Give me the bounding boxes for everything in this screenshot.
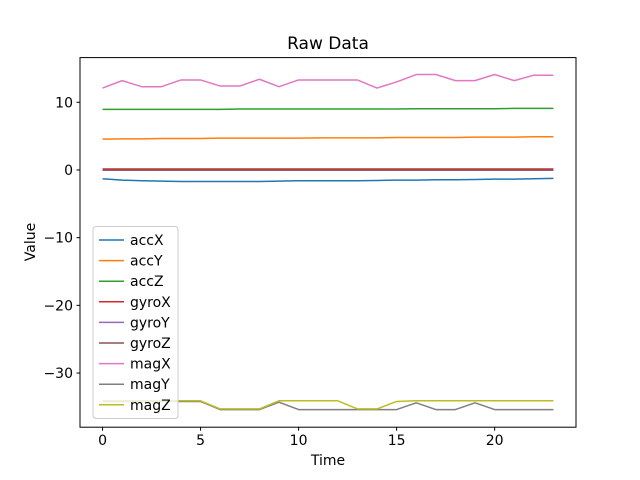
- x-tick-label: 15: [388, 433, 406, 449]
- series-line-accZ: [102, 107, 554, 111]
- legend-label-magZ: magZ: [130, 398, 171, 414]
- y-tick-label: −20: [43, 298, 73, 314]
- legend-label-magY: magY: [130, 377, 170, 393]
- x-tick-label: 0: [98, 433, 107, 449]
- y-axis-label: Value: [23, 222, 39, 262]
- x-tick-label: 5: [196, 433, 205, 449]
- legend-label-gyroZ: gyroZ: [130, 336, 171, 352]
- legend-label-gyroX: gyroX: [130, 295, 171, 311]
- y-tick-label: −10: [43, 231, 73, 247]
- legend-box: [92, 226, 179, 419]
- series-line-accX: [102, 177, 554, 183]
- y-tick-label: 10: [55, 95, 73, 111]
- legend-label-accY: accY: [130, 254, 163, 270]
- legend-label-accX: accX: [130, 233, 164, 249]
- legend-label-accZ: accZ: [130, 274, 164, 290]
- legend-label-gyroY: gyroY: [130, 315, 170, 331]
- legend: accX accY accZ gyroX gyroY gyroZ magX magY magZ: [92, 226, 179, 419]
- x-axis-label: Time: [310, 453, 346, 469]
- y-tick-label: 0: [64, 163, 73, 179]
- y-tick-label: −30: [43, 366, 73, 382]
- legend-label-magX: magX: [130, 357, 171, 373]
- chart-title: Raw Data: [287, 34, 369, 54]
- series-line-magX: [102, 73, 554, 89]
- x-tick-label: 20: [486, 433, 504, 449]
- x-tick-label: 10: [290, 433, 308, 449]
- series-line-accY: [102, 136, 554, 140]
- axes-box: [79, 57, 577, 428]
